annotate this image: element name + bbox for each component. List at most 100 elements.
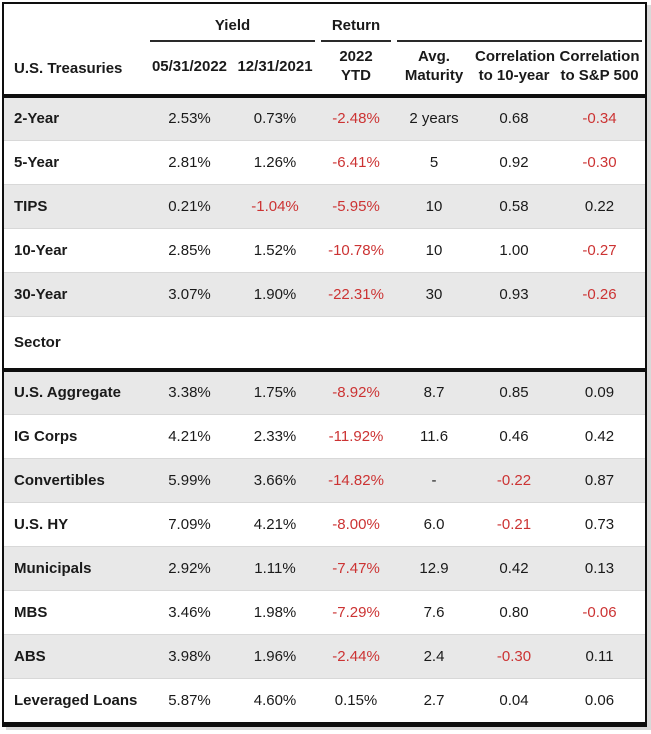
column-header-line: Maturity: [404, 67, 464, 84]
table-cell-avg-maturity: 2 years: [409, 110, 459, 128]
table-row: 30-Year 3.07% 1.90% -22.31% 30 0.93 -0.26: [4, 272, 646, 316]
row-label: U.S. Aggregate: [14, 384, 121, 402]
table-cell-avg-maturity: -: [431, 471, 437, 489]
row-label: 10-Year: [14, 241, 68, 259]
group-header-spacer-cell: [394, 4, 645, 42]
column-header-line: 12/31/2021: [237, 57, 313, 75]
table-body: 2-Year 2.53% 0.73% -2.48% 2 years 0.68 -0.34 5-…: [4, 96, 646, 722]
table-cell-correlation-sp500: -0.26: [582, 285, 617, 303]
table-cell-return-2022-ytd: -2.48%: [332, 110, 380, 128]
table-cell-correlation-sp500: -0.27: [582, 241, 617, 259]
table-cell-correlation-10-year: 0.93: [499, 285, 529, 303]
table-cell-return-2022-ytd: -14.82%: [328, 471, 384, 489]
column-header-line: Correlation: [559, 48, 640, 65]
table-cell-correlation-sp500: 0.09: [584, 384, 615, 402]
table-cell-return-2022-ytd: -11.92%: [328, 427, 384, 445]
table-cell-yield-05-31-2022: 2.81%: [168, 153, 211, 171]
table-cell-yield-05-31-2022: 5.99%: [168, 471, 211, 489]
row-label: 5-Year: [14, 153, 60, 171]
table-row: Leveraged Loans 5.87% 4.60% 0.15% 2.7 0.04 0.0…: [4, 678, 646, 722]
row-label: U.S. HY: [14, 515, 69, 533]
table-cell-correlation-10-year: -0.21: [496, 515, 532, 533]
table-row: IG Corps 4.21% 2.33% -11.92% 11.6 0.46 0.42: [4, 414, 646, 458]
table-cell-correlation-10-year: 0.46: [499, 427, 529, 445]
table-cell-correlation-10-year: -0.22: [496, 471, 532, 489]
treasury-table-card: U.S. Treasuries Yield Return 05/31/2022 1…: [2, 2, 647, 727]
table-cell-correlation-sp500: -0.34: [582, 110, 617, 128]
column-header-avg-maturity: Avg. Maturity: [394, 42, 474, 96]
row-label: 2-Year: [14, 110, 60, 128]
row-label: MBS: [14, 603, 48, 621]
table-cell-yield-12-31-2021: 3.66%: [253, 471, 297, 489]
column-header-row: 05/31/2022 12/31/2021 2022 YTD Avg. Maturity C…: [4, 42, 645, 96]
table-row: TIPS 0.21% -1.04% -5.95% 10 0.58 0.22: [4, 184, 646, 228]
table-cell-correlation-sp500: 0.87: [584, 471, 615, 489]
table-cell-avg-maturity: 10: [425, 197, 443, 215]
column-header-correlation-10-year: Correlation to 10-year: [474, 42, 555, 96]
group-header-return: Return: [321, 14, 392, 42]
table-cell-return-2022-ytd: -6.41%: [332, 153, 380, 171]
table-cell-correlation-10-year: 0.85: [499, 384, 529, 402]
row-label: IG Corps: [14, 427, 78, 445]
table-cell-yield-05-31-2022: 2.92%: [168, 559, 211, 577]
table-row: U.S. HY 7.09% 4.21% -8.00% 6.0 -0.21 0.73: [4, 502, 646, 546]
table-cell-yield-12-31-2021: 1.90%: [253, 285, 297, 303]
table-cell-avg-maturity: 7.6: [423, 603, 445, 621]
group-header-return-cell: Return: [318, 4, 394, 42]
column-header-return-2022-ytd: 2022 YTD: [318, 42, 394, 96]
row-label: ABS: [14, 647, 46, 665]
table-cell-return-2022-ytd: -22.31%: [328, 285, 384, 303]
table-cell-return-2022-ytd: -8.00%: [332, 515, 380, 533]
table-cell-correlation-10-year: 1.00: [499, 241, 529, 259]
table-cell-correlation-10-year: 0.68: [499, 110, 529, 128]
table-cell-avg-maturity: 10: [425, 241, 443, 259]
table-row: MBS 3.46% 1.98% -7.29% 7.6 0.80 -0.06: [4, 590, 646, 634]
table-row: 5-Year 2.81% 1.26% -6.41% 5 0.92 -0.30: [4, 140, 646, 184]
row-label: TIPS: [14, 197, 48, 215]
table-cell-correlation-sp500: 0.73: [584, 515, 615, 533]
corner-header-us-treasuries: U.S. Treasuries: [14, 60, 123, 77]
table-cell-correlation-sp500: 0.11: [585, 647, 614, 665]
table-cell-return-2022-ytd: -5.95%: [332, 197, 380, 215]
table-row: 2-Year 2.53% 0.73% -2.48% 2 years 0.68 -0.34: [4, 96, 646, 140]
table-cell-yield-12-31-2021: 4.60%: [253, 691, 297, 709]
table-cell-avg-maturity: 11.6: [419, 427, 449, 445]
column-header-line: to S&P 500: [560, 67, 639, 84]
table-cell-yield-12-31-2021: 1.98%: [253, 603, 297, 621]
table-cell-correlation-sp500: 0.06: [584, 691, 615, 709]
table-cell-correlation-10-year: -0.30: [496, 647, 532, 665]
table-cell-return-2022-ytd: -10.78%: [328, 241, 384, 259]
group-header-spacer-rule: [397, 14, 643, 42]
table-cell-yield-05-31-2022: 3.38%: [168, 384, 211, 402]
table-cell-yield-05-31-2022: 3.07%: [168, 285, 211, 303]
table-cell-avg-maturity: 8.7: [423, 384, 445, 402]
table-cell-yield-12-31-2021: 1.75%: [253, 384, 297, 402]
table-cell-avg-maturity: 2.4: [423, 647, 445, 665]
column-header-yield-05-31-2022: 05/31/2022: [147, 42, 232, 96]
table-cell-yield-12-31-2021: 1.26%: [253, 153, 297, 171]
table-row: Municipals 2.92% 1.11% -7.47% 12.9 0.42 0.13: [4, 546, 646, 590]
table-cell-yield-05-31-2022: 2.53%: [168, 110, 211, 128]
table-cell-return-2022-ytd: 0.15%: [334, 691, 378, 709]
table-cell-correlation-10-year: 0.04: [499, 691, 529, 709]
table-cell-avg-maturity: 2.7: [423, 691, 445, 709]
treasury-table: U.S. Treasuries Yield Return 05/31/2022 1…: [4, 4, 646, 722]
row-label: 30-Year: [14, 285, 68, 303]
table-cell-yield-12-31-2021: 1.11%: [254, 559, 296, 577]
table-cell-avg-maturity: 12.9: [419, 559, 449, 577]
table-cell-yield-05-31-2022: 7.09%: [168, 515, 211, 533]
table-cell-correlation-sp500: 0.13: [584, 559, 615, 577]
table-cell-correlation-10-year: 0.92: [499, 153, 529, 171]
table-cell-correlation-sp500: -0.30: [582, 153, 617, 171]
table-cell-correlation-10-year: 0.58: [499, 197, 529, 215]
table-cell-return-2022-ytd: -8.92%: [332, 384, 380, 402]
table-cell-correlation-sp500: 0.22: [584, 197, 615, 215]
table-cell-yield-05-31-2022: 0.21%: [168, 197, 211, 215]
table-row: ABS 3.98% 1.96% -2.44% 2.4 -0.30 0.11: [4, 634, 646, 678]
table-row: 10-Year 2.85% 1.52% -10.78% 10 1.00 -0.27: [4, 228, 646, 272]
table-cell-yield-12-31-2021: -1.04%: [251, 197, 299, 215]
table-cell-yield-12-31-2021: 1.96%: [253, 647, 297, 665]
table-cell-return-2022-ytd: -2.44%: [332, 647, 380, 665]
group-header-yield-cell: Yield: [147, 4, 318, 42]
